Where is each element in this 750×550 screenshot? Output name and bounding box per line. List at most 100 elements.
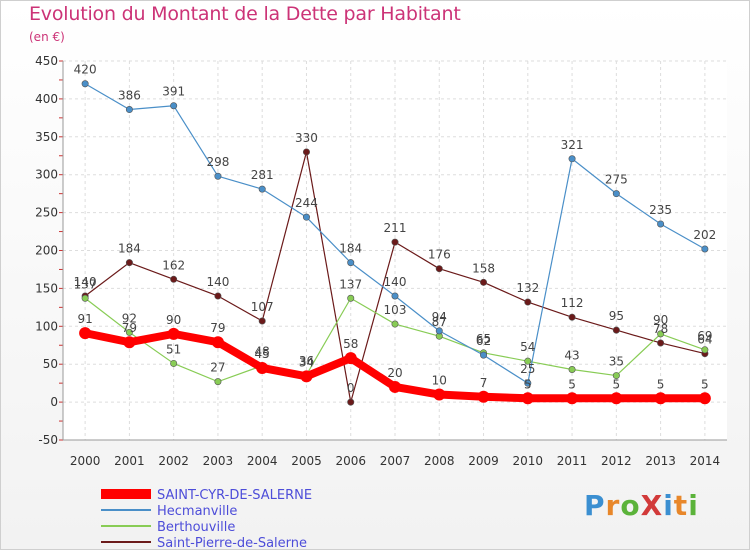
data-label-saint-pierre-de-salerne: 78	[653, 322, 668, 336]
data-point-saint-cyr-de-salerne	[698, 392, 711, 405]
data-label-saint-pierre-de-salerne: 112	[561, 296, 584, 310]
x-tick-label: 2007	[380, 454, 411, 468]
data-point-berthouville	[612, 372, 620, 380]
data-label-saint-cyr-de-salerne: 7	[480, 376, 488, 390]
data-point-saint-pierre-de-salerne	[568, 313, 576, 321]
data-point-berthouville	[170, 359, 178, 367]
data-label-berthouville: 137	[339, 277, 362, 291]
y-tick-label: 300	[35, 168, 58, 182]
x-tick-label: 2009	[468, 454, 499, 468]
y-tick-label: 0	[50, 395, 58, 409]
data-label-saint-cyr-de-salerne: 58	[343, 337, 358, 351]
data-point-saint-pierre-de-salerne	[657, 339, 665, 347]
data-point-hecmanville	[302, 213, 310, 221]
data-label-saint-cyr-de-salerne: 79	[210, 321, 225, 335]
legend-label: Berthouville	[157, 520, 235, 535]
data-label-saint-pierre-de-salerne: 64	[697, 333, 712, 347]
data-label-hecmanville: 94	[432, 310, 447, 324]
data-point-hecmanville	[391, 292, 399, 300]
legend-label: SAINT-CYR-DE-SALERNE	[157, 488, 312, 503]
data-label-saint-cyr-de-salerne: 91	[77, 312, 92, 326]
x-tick-label: 2008	[424, 454, 455, 468]
proxiti-logo: ProXiti	[584, 489, 699, 522]
data-point-saint-cyr-de-salerne	[477, 390, 490, 403]
data-label-saint-cyr-de-salerne: 5	[701, 377, 709, 391]
data-label-hecmanville: 244	[295, 196, 318, 210]
x-tick-label: 2013	[645, 454, 676, 468]
data-point-saint-pierre-de-salerne	[214, 292, 222, 300]
data-point-hecmanville	[612, 190, 620, 198]
data-label-berthouville: 103	[384, 303, 407, 317]
data-label-berthouville: 54	[520, 340, 535, 354]
data-label-berthouville: 92	[122, 311, 137, 325]
y-tick-label: 200	[35, 244, 58, 258]
data-label-saint-cyr-de-salerne: 5	[524, 377, 532, 391]
data-point-saint-cyr-de-salerne	[521, 392, 534, 405]
data-label-hecmanville: 235	[649, 203, 672, 217]
data-label-saint-pierre-de-salerne: 107	[251, 300, 274, 314]
data-point-berthouville	[524, 357, 532, 365]
data-label-saint-cyr-de-salerne: 5	[657, 377, 665, 391]
y-tick-label: 50	[43, 357, 58, 371]
data-label-saint-pierre-de-salerne: 184	[118, 242, 141, 256]
data-point-berthouville	[568, 366, 576, 374]
data-point-saint-pierre-de-salerne	[347, 398, 355, 406]
data-point-berthouville	[125, 328, 133, 336]
legend-label: Saint-Pierre-de-Salerne	[157, 536, 307, 549]
data-label-berthouville: 65	[476, 332, 491, 346]
x-tick-label: 2000	[70, 454, 101, 468]
y-tick-label: 400	[35, 92, 58, 106]
x-tick-label: 2014	[690, 454, 721, 468]
data-point-hecmanville	[347, 259, 355, 267]
data-label-hecmanville: 281	[251, 168, 274, 182]
y-tick-label: 100	[35, 319, 58, 333]
data-point-saint-pierre-de-salerne	[524, 298, 532, 306]
data-label-saint-pierre-de-salerne: 162	[162, 258, 185, 272]
data-point-hecmanville	[435, 327, 443, 335]
data-label-berthouville: 87	[432, 315, 447, 329]
data-label-saint-cyr-de-salerne: 20	[387, 366, 402, 380]
x-tick-label: 2010	[513, 454, 544, 468]
data-point-berthouville	[81, 294, 89, 302]
data-point-hecmanville	[657, 220, 665, 228]
data-point-hecmanville	[524, 379, 532, 387]
data-label-hecmanville: 275	[605, 173, 628, 187]
data-label-berthouville: 90	[653, 313, 668, 327]
data-label-saint-pierre-de-salerne: 158	[472, 261, 495, 275]
data-label-saint-pierre-de-salerne: 132	[516, 281, 539, 295]
data-point-berthouville	[391, 320, 399, 328]
data-label-saint-cyr-de-salerne: 45	[255, 347, 270, 361]
data-label-saint-cyr-de-salerne: 79	[122, 321, 137, 335]
data-point-hecmanville	[170, 102, 178, 110]
data-label-hecmanville: 386	[118, 89, 141, 103]
data-point-berthouville	[701, 346, 709, 354]
data-label-saint-pierre-de-salerne: 330	[295, 131, 318, 145]
data-point-saint-pierre-de-salerne	[612, 326, 620, 334]
data-point-saint-cyr-de-salerne	[654, 392, 667, 405]
chart-title: Evolution du Montant de la Dette par Hab…	[29, 3, 461, 25]
unit-label: (en €)	[29, 30, 65, 44]
data-label-saint-cyr-de-salerne: 10	[432, 374, 447, 388]
data-point-saint-cyr-de-salerne	[610, 392, 623, 405]
y-tick-label: 450	[35, 54, 58, 68]
data-point-saint-cyr-de-salerne	[389, 380, 401, 393]
data-point-hecmanville	[214, 172, 222, 180]
y-tick-label: 350	[35, 130, 58, 144]
data-point-saint-cyr-de-salerne	[256, 361, 269, 374]
data-point-saint-cyr-de-salerne	[211, 336, 224, 349]
data-label-saint-pierre-de-salerne: 211	[384, 221, 407, 235]
data-point-hecmanville	[81, 80, 89, 88]
x-tick-label: 2001	[114, 454, 145, 468]
data-point-saint-cyr-de-salerne	[300, 370, 313, 383]
data-label-saint-cyr-de-salerne: 5	[613, 377, 621, 391]
data-label-berthouville: 137	[74, 277, 97, 291]
data-point-saint-pierre-de-salerne	[391, 238, 399, 246]
data-label-saint-pierre-de-salerne: 95	[609, 309, 624, 323]
data-point-hecmanville	[125, 106, 133, 114]
data-label-hecmanville: 62	[476, 334, 491, 348]
data-label-saint-cyr-de-salerne: 5	[568, 377, 576, 391]
data-point-saint-pierre-de-salerne	[170, 275, 178, 283]
data-label-hecmanville: 140	[384, 275, 407, 289]
data-label-saint-pierre-de-salerne: 140	[206, 275, 229, 289]
